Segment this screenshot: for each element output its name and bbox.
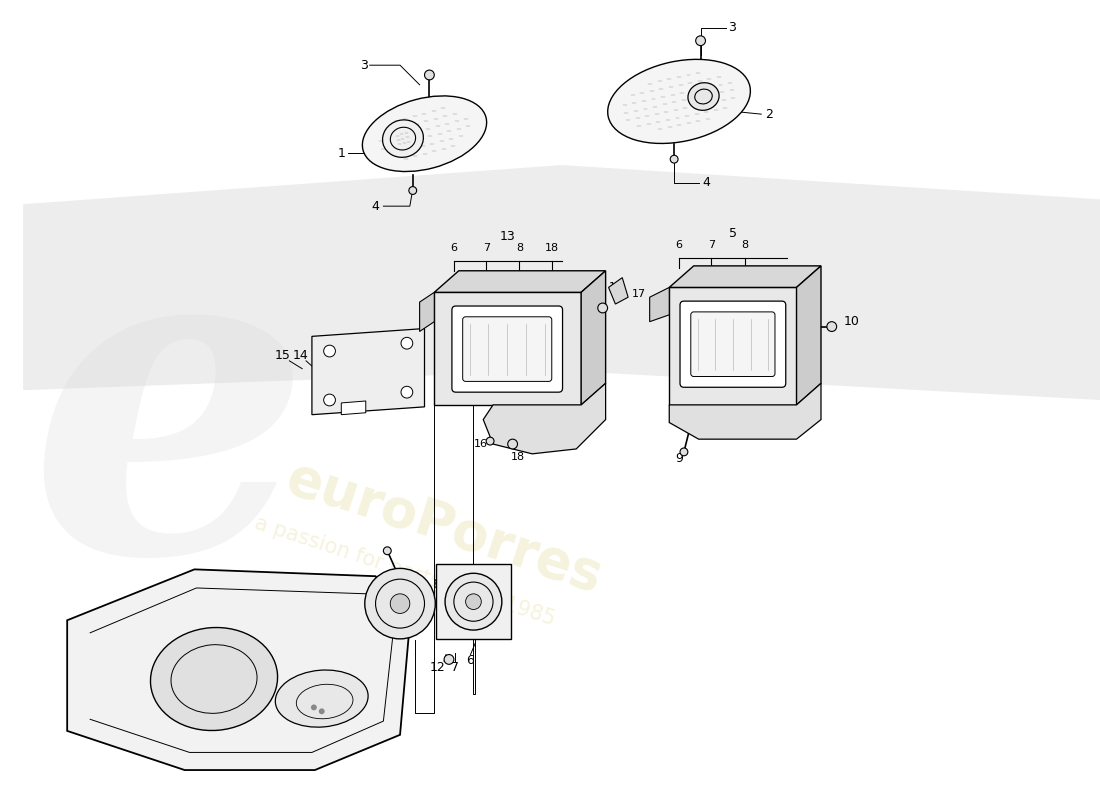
Ellipse shape: [275, 670, 368, 727]
Circle shape: [323, 394, 336, 406]
Circle shape: [311, 705, 317, 710]
Polygon shape: [669, 266, 821, 287]
Text: 18: 18: [510, 452, 525, 462]
Text: 17: 17: [632, 290, 646, 299]
Circle shape: [597, 303, 607, 313]
Circle shape: [425, 70, 435, 80]
Ellipse shape: [362, 96, 486, 171]
Text: a passion for parts since 1985: a passion for parts since 1985: [252, 513, 558, 630]
Text: 8: 8: [741, 240, 748, 250]
Circle shape: [486, 438, 494, 445]
Polygon shape: [419, 292, 435, 331]
Text: 6: 6: [675, 240, 682, 250]
Polygon shape: [312, 329, 425, 414]
Text: 10: 10: [844, 315, 859, 328]
Circle shape: [444, 654, 454, 664]
Ellipse shape: [365, 568, 436, 639]
Circle shape: [827, 322, 837, 331]
Text: 7: 7: [707, 240, 715, 250]
Ellipse shape: [446, 574, 502, 630]
Ellipse shape: [390, 594, 410, 614]
Circle shape: [409, 186, 417, 194]
Text: 6: 6: [466, 654, 474, 667]
Circle shape: [384, 547, 392, 554]
Circle shape: [695, 36, 705, 46]
Text: 4: 4: [372, 200, 379, 213]
Polygon shape: [796, 266, 821, 405]
Text: 16: 16: [608, 282, 623, 293]
Text: e: e: [29, 214, 311, 644]
FancyBboxPatch shape: [680, 301, 785, 387]
Text: 8: 8: [516, 243, 522, 253]
Polygon shape: [341, 401, 366, 414]
FancyBboxPatch shape: [452, 306, 562, 392]
Ellipse shape: [652, 119, 686, 138]
Polygon shape: [650, 287, 669, 322]
Text: 3: 3: [728, 22, 736, 34]
Circle shape: [670, 155, 678, 163]
Circle shape: [319, 708, 324, 714]
Text: 4: 4: [703, 176, 711, 189]
Text: 7: 7: [483, 243, 490, 253]
Text: euroPorres: euroPorres: [279, 452, 608, 603]
Ellipse shape: [151, 627, 277, 730]
Polygon shape: [434, 292, 581, 405]
FancyBboxPatch shape: [691, 312, 775, 377]
Polygon shape: [669, 287, 796, 405]
Polygon shape: [67, 570, 410, 770]
Polygon shape: [483, 383, 606, 454]
Text: 5: 5: [729, 227, 737, 241]
Text: 16: 16: [474, 439, 488, 449]
Ellipse shape: [383, 120, 424, 158]
Text: 3: 3: [360, 58, 367, 72]
Ellipse shape: [400, 150, 429, 167]
FancyBboxPatch shape: [463, 317, 552, 382]
Text: 12: 12: [429, 661, 446, 674]
FancyBboxPatch shape: [437, 565, 510, 639]
Ellipse shape: [607, 59, 750, 143]
Circle shape: [680, 448, 688, 456]
Polygon shape: [608, 278, 628, 304]
Polygon shape: [669, 383, 821, 439]
Circle shape: [402, 338, 412, 349]
Text: 7: 7: [451, 661, 459, 674]
Text: 2: 2: [766, 108, 773, 121]
Circle shape: [323, 345, 336, 357]
Text: 6: 6: [450, 243, 458, 253]
Text: 15: 15: [275, 350, 290, 362]
Polygon shape: [23, 165, 1100, 400]
Text: 11: 11: [365, 596, 382, 609]
Ellipse shape: [688, 82, 719, 110]
Text: 1: 1: [338, 146, 345, 160]
Circle shape: [402, 386, 412, 398]
Polygon shape: [434, 270, 606, 292]
Text: 13: 13: [499, 230, 516, 243]
Ellipse shape: [465, 594, 482, 610]
Text: 8: 8: [432, 578, 440, 590]
Polygon shape: [581, 270, 606, 405]
Circle shape: [508, 439, 517, 449]
Text: 18: 18: [544, 243, 559, 253]
Text: 9: 9: [675, 452, 683, 466]
Text: 14: 14: [293, 350, 308, 362]
